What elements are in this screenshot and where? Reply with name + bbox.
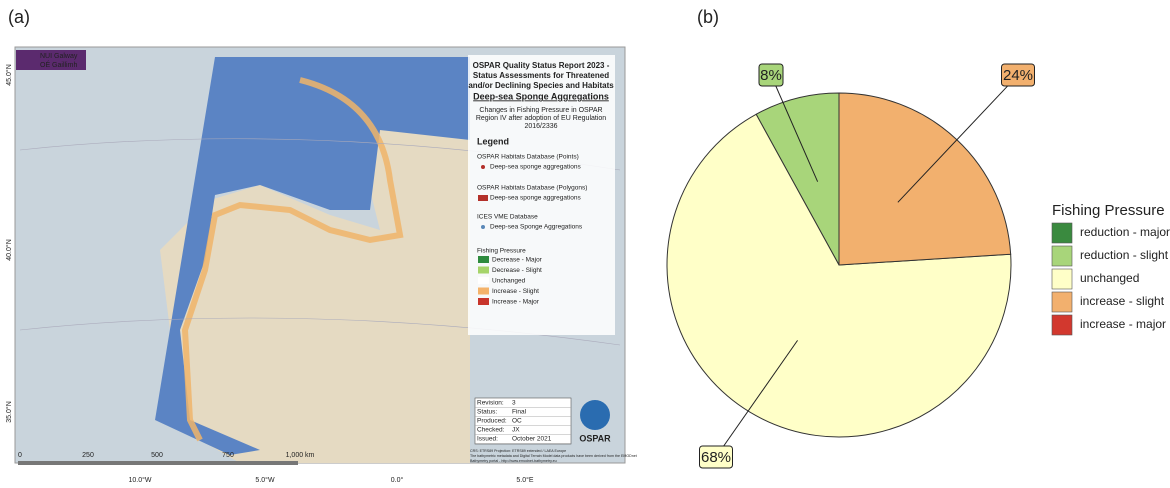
lon-label: 10.0°W	[128, 476, 151, 484]
data-label: 24%	[1003, 67, 1033, 84]
lon-label: 5.0°W	[255, 476, 275, 484]
logo-text: NUI Galway	[40, 53, 78, 60]
info-label: Revision:	[477, 400, 504, 407]
lon-label: 0.0°	[391, 476, 404, 484]
legend-title: Legend	[477, 136, 509, 146]
legend-swatch	[478, 256, 489, 263]
scale-label: 750	[222, 452, 234, 459]
info-value: 3	[512, 400, 516, 407]
map-description: Region IV after adoption of EU Regulatio…	[476, 115, 606, 122]
info-label: Issued:	[477, 436, 498, 443]
map-title: OSPAR Quality Status Report 2023 -	[473, 61, 610, 70]
label-box	[758, 63, 784, 87]
legend-group-title: OSPAR Habitats Database (Polygons)	[477, 185, 587, 192]
label-box	[699, 445, 733, 469]
legend-label: unchanged	[1080, 271, 1139, 285]
pie-slice	[666, 113, 1012, 438]
legend-title: Fishing Pressure	[1052, 202, 1165, 219]
legend-group-title: OSPAR Habitats Database (Points)	[477, 154, 579, 161]
lat-label: 40.0°N	[5, 239, 13, 260]
legend-swatch	[481, 165, 485, 169]
leader-line	[770, 74, 819, 182]
legend-swatch	[1051, 291, 1073, 313]
panel-label: (a)	[8, 7, 30, 27]
ospar-logo	[580, 400, 610, 430]
legend-label: reduction - major	[1080, 225, 1170, 239]
legend-item: Deep-sea Sponge Aggregations	[490, 224, 583, 231]
legend-swatch	[1051, 314, 1073, 336]
credits: CRS: ETRS89 Projection: ETRS89 extended …	[470, 449, 566, 453]
scale-label: 0	[18, 452, 22, 459]
legend-swatch	[478, 266, 489, 274]
map-frame	[14, 46, 626, 464]
legend-swatch	[481, 225, 485, 229]
lat-label: 45.0°N	[5, 64, 13, 85]
legend-group-title: ICES VME Database	[477, 214, 538, 221]
map-title: Status Assessments for Threatened	[473, 71, 609, 80]
leader-line	[715, 340, 798, 458]
legend-swatch	[478, 195, 488, 201]
legend-swatch	[478, 277, 489, 284]
fishing-coast	[181, 77, 404, 442]
lon-label: 5.0°E	[516, 476, 534, 484]
info-table	[474, 397, 572, 445]
label-box	[1001, 63, 1035, 87]
assessment-area	[155, 57, 470, 455]
legend-item: Decrease - Slight	[492, 267, 542, 274]
legend-label: increase - major	[1080, 317, 1166, 331]
scale-label: 250	[82, 452, 94, 459]
pie-slice	[838, 92, 1012, 266]
info-label: Produced:	[477, 418, 507, 425]
credits: The bathymetric metadata and Digital Ter…	[470, 454, 637, 458]
info-panel	[468, 55, 615, 335]
info-value: JX	[512, 427, 520, 434]
legend-swatch	[1051, 222, 1073, 244]
scale-label: 1,000 km	[286, 452, 315, 459]
leader-line	[897, 74, 1019, 203]
map-description: 2016/2336	[524, 123, 557, 130]
legend-item: Deep-sea sponge aggregations	[490, 195, 581, 202]
lat-label: 35.0°N	[5, 401, 13, 422]
map-description: Changes in Fishing Pressure in OSPAR	[479, 107, 602, 114]
info-label: Checked:	[477, 427, 505, 434]
scale-label: 500	[151, 452, 163, 459]
legend-swatch	[1051, 245, 1073, 267]
map-title: and/or Declining Species and Habitats	[468, 81, 614, 90]
legend-item: Increase - Slight	[492, 288, 539, 295]
info-value: October 2021	[512, 436, 552, 443]
legend-swatch	[1051, 268, 1073, 290]
legend-swatch	[478, 298, 489, 305]
info-value: OC	[512, 418, 522, 425]
brand: OSPAR	[579, 433, 611, 443]
land	[160, 60, 470, 463]
legend-label: increase - slight	[1080, 294, 1165, 308]
panel-label: (b)	[697, 7, 719, 27]
fishing-title: Fishing Pressure	[477, 248, 526, 255]
legend-item: Increase - Major	[492, 299, 540, 306]
legend-item: Deep-sea sponge aggregations	[490, 164, 581, 171]
data-label: 68%	[701, 449, 731, 466]
info-value: Final	[512, 409, 527, 416]
scale-bar	[18, 461, 298, 465]
legend-label: reduction - slight	[1080, 248, 1169, 262]
legend-item: Decrease - Major	[492, 257, 543, 264]
logo-text: OÉ Gaillimh	[40, 60, 77, 69]
credits: Bathymetry portal - http://www.emodnet-b…	[470, 459, 557, 463]
legend-item: Unchanged	[492, 278, 526, 285]
map-subject: Deep-sea Sponge Aggregations	[473, 91, 609, 101]
legend-swatch	[478, 287, 489, 295]
info-label: Status:	[477, 409, 497, 416]
logo	[16, 50, 86, 70]
data-label: 8%	[760, 67, 782, 84]
